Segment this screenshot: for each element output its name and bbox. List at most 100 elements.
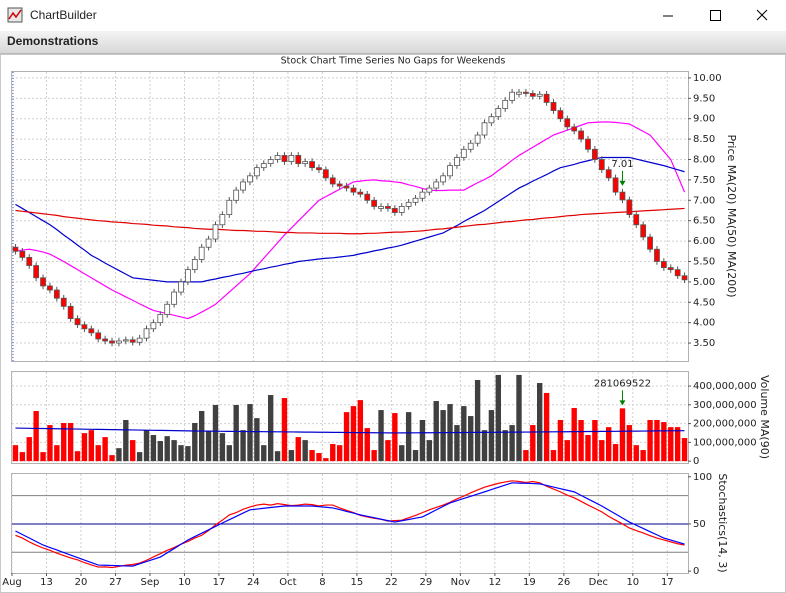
candle-body <box>350 187 357 193</box>
volume-bar <box>19 452 26 462</box>
candle-body <box>178 281 184 293</box>
candle-body <box>481 122 488 136</box>
volume-bar <box>12 445 19 462</box>
y-tick-label: 6.00 <box>693 236 715 247</box>
candle-body <box>640 224 647 238</box>
volume-bar <box>412 450 419 462</box>
volume-bar <box>578 420 584 462</box>
candle-body <box>233 189 240 201</box>
candle-body <box>419 191 426 199</box>
candle-body <box>226 199 233 215</box>
volume-bar <box>488 410 495 462</box>
candle-body <box>260 163 267 169</box>
volume-bar <box>102 437 108 462</box>
candle-body <box>633 214 640 226</box>
x-tick-label: Dec <box>589 577 608 588</box>
volume-bar <box>509 425 515 462</box>
volume-bar <box>571 407 577 462</box>
y-tick-label: 5.00 <box>693 277 715 288</box>
volume-bar <box>109 455 115 462</box>
y-tick-label: 300,000,000 <box>693 400 757 411</box>
candle-body <box>240 181 246 191</box>
annotation-arrowhead <box>619 400 626 406</box>
title-bar-background <box>0 0 786 31</box>
volume-bar <box>419 420 426 462</box>
y-tick-label: 7.00 <box>693 195 715 206</box>
candle-body <box>405 201 412 207</box>
x-tick-label: 26 <box>557 577 570 588</box>
candle-body <box>74 318 81 326</box>
volume-bar <box>61 423 67 462</box>
candle-body <box>612 177 619 193</box>
y-tick-label: 5.50 <box>693 256 715 267</box>
candle-body <box>288 155 295 162</box>
volume-bar <box>26 437 32 462</box>
volume-bar <box>323 458 329 462</box>
volume-bar <box>399 445 405 462</box>
volume-bar <box>212 404 219 462</box>
x-tick-label: 12 <box>488 577 501 588</box>
candle-body <box>60 297 67 307</box>
volume-bar <box>433 401 439 462</box>
y-tick-label: 0 <box>693 456 699 467</box>
volume-bar <box>199 410 205 462</box>
x-tick-label: Sep <box>141 577 160 588</box>
y-tick-label: 200,000,000 <box>693 419 757 430</box>
volume-bar <box>502 430 508 462</box>
candle-body <box>626 199 633 215</box>
x-tick-label: Aug <box>2 577 22 588</box>
candle-body <box>122 339 129 342</box>
volume-bar <box>392 413 398 462</box>
volume-bar <box>281 398 288 462</box>
candle-body <box>109 340 115 344</box>
volume-bar <box>350 406 357 462</box>
candle-body <box>295 155 302 164</box>
candle-body <box>129 339 136 343</box>
volume-bar <box>557 420 564 462</box>
volume-bar <box>130 440 136 462</box>
candle-body <box>322 169 329 179</box>
candle-body <box>495 108 502 118</box>
y-tick-label: 10.00 <box>693 73 722 84</box>
volume-bar <box>654 420 660 462</box>
volume-bar <box>136 452 143 462</box>
candle-body <box>67 305 74 319</box>
volume-bar <box>585 435 591 462</box>
candle-body <box>164 303 171 315</box>
candle-body <box>95 332 102 340</box>
volume-bar <box>599 440 605 462</box>
x-tick-label: Nov <box>451 577 471 588</box>
candle-body <box>357 191 364 195</box>
candle-body <box>454 157 460 167</box>
y-tick-label: 400,000,000 <box>693 381 757 392</box>
candle-body <box>219 214 226 226</box>
candle-body <box>302 161 309 164</box>
candle-body <box>460 148 467 158</box>
series-line <box>15 427 685 434</box>
volume-bar <box>543 392 550 462</box>
volume-bar <box>330 444 336 462</box>
candle-body <box>267 159 274 164</box>
close-button[interactable] <box>756 9 768 21</box>
candle-body <box>550 102 557 111</box>
volume-bar <box>205 431 212 462</box>
x-tick-label: 22 <box>385 577 398 588</box>
candle-body <box>136 337 143 343</box>
y-tick-label: 4.00 <box>693 318 715 329</box>
candle-body <box>674 269 681 277</box>
volume-bar <box>240 430 246 462</box>
candle-body <box>440 175 447 183</box>
volume-bar <box>88 430 95 462</box>
volume-bar <box>219 433 226 462</box>
volume-bar <box>440 410 446 462</box>
volume-bar <box>192 423 198 462</box>
y-tick-label: 8.00 <box>693 155 715 166</box>
menu-label[interactable]: Demonstrations <box>7 34 99 48</box>
y-tick-label: 100 <box>693 472 712 483</box>
candle-body <box>371 199 378 207</box>
x-tick-label: 17 <box>661 577 674 588</box>
maximize-button[interactable] <box>710 10 721 21</box>
candle-body <box>467 142 474 150</box>
